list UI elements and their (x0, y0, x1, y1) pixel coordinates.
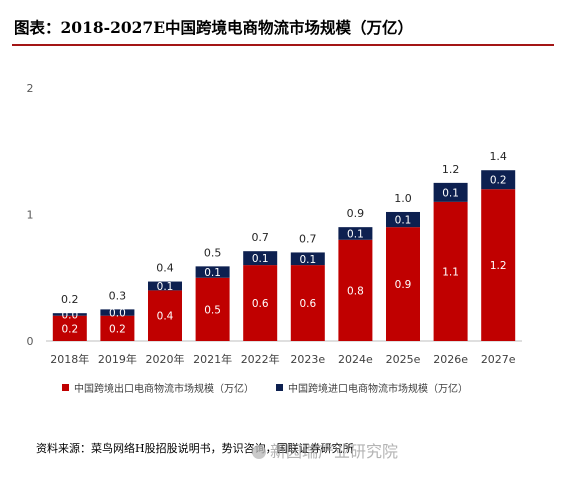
bar-import (481, 170, 516, 190)
data-label-total: 0.7 (299, 232, 317, 245)
bar-export (433, 201, 468, 341)
bar-import (433, 182, 468, 202)
data-label-import: 0.1 (157, 281, 174, 293)
y-tick-label: 2 (27, 82, 34, 95)
data-label-export: 0.4 (157, 311, 174, 323)
data-label-total: 0.2 (61, 293, 79, 306)
data-label-import: 0.1 (442, 187, 459, 199)
data-label-import: 0.1 (204, 267, 221, 279)
x-tick-label: 2025e (386, 353, 421, 366)
bar-import (148, 281, 182, 291)
page-title: 图表：2018-2027E中国跨境电商物流市场规模（万亿） (14, 18, 414, 37)
x-tick-label: 2024e (338, 353, 373, 366)
bar-export (52, 315, 87, 341)
stacked-bar-chart: 0 1 2 0.2 0.0 0.2 2018年 0.2 0.0 0.3 2019年 0.4 0.1 0.4… (27, 82, 522, 395)
bar-export (243, 265, 278, 341)
x-tick-label: 2026e (433, 353, 468, 366)
x-tick-label: 2021年 (193, 352, 232, 366)
bar-import (195, 266, 230, 278)
data-label-export: 0.2 (109, 323, 126, 335)
bar-export (338, 239, 373, 341)
bar-export (195, 277, 230, 341)
bar-import (386, 211, 420, 228)
data-label-total: 0.9 (347, 207, 365, 220)
watermark: 新园瑞产业研究院 (252, 438, 398, 462)
bar-export (481, 189, 516, 341)
bar-export (100, 315, 135, 341)
legend-label-export: 中国跨境出口电商物流市场规模（万亿） (74, 382, 254, 395)
data-label-total: 1.0 (394, 192, 412, 205)
data-label-export: 0.2 (61, 323, 78, 335)
x-tick-label: 2022年 (241, 352, 280, 366)
data-label-total: 1.2 (442, 163, 460, 176)
bar-import (52, 313, 87, 316)
x-tick-label: 2023e (290, 353, 325, 366)
data-label-import: 0.1 (252, 253, 269, 265)
source-note: 资料来源：菜鸟网络H股招股说明书，势识咨询，国联证券研究所 (36, 442, 354, 455)
legend-label-import: 中国跨境进口电商物流市场规模（万亿） (288, 382, 468, 395)
data-label-export: 0.8 (347, 285, 364, 297)
bar-import (338, 227, 373, 240)
data-label-import: 0.1 (395, 215, 412, 227)
legend-swatch-export (62, 384, 69, 391)
y-tick-label: 0 (27, 335, 34, 348)
data-label-export: 1.2 (490, 260, 507, 272)
data-label-export: 1.1 (442, 266, 459, 278)
title-divider (12, 44, 554, 46)
data-label-export: 0.9 (395, 279, 412, 291)
x-tick-label: 2019年 (98, 352, 137, 366)
x-tick-label: 2018年 (50, 352, 89, 366)
bar-import (243, 251, 278, 266)
bar-export (290, 265, 325, 341)
bar-export (386, 227, 420, 341)
legend-swatch-import (276, 384, 283, 391)
watermark-text: 新园瑞产业研究院 (270, 442, 399, 461)
x-tick-label: 2020年 (146, 352, 185, 366)
data-label-import: 0.0 (109, 308, 126, 320)
data-label-export: 0.6 (299, 298, 316, 310)
data-label-total: 0.5 (204, 246, 222, 259)
wechat-icon (252, 445, 266, 459)
data-label-total: 0.4 (156, 262, 174, 275)
bar-import (290, 252, 325, 266)
y-tick-label: 1 (27, 209, 34, 222)
bar-import (100, 309, 135, 316)
x-tick-label: 2027e (481, 353, 516, 366)
data-label-import: 0.0 (61, 309, 78, 321)
data-label-import: 0.1 (347, 228, 364, 240)
data-label-export: 0.5 (204, 304, 221, 316)
bar-export (148, 290, 182, 341)
data-label-import: 0.2 (490, 175, 507, 187)
data-label-total: 0.3 (109, 289, 127, 302)
data-label-total: 1.4 (489, 150, 507, 163)
data-label-import: 0.1 (299, 254, 316, 266)
data-label-export: 0.6 (252, 298, 269, 310)
data-label-total: 0.7 (251, 231, 269, 244)
